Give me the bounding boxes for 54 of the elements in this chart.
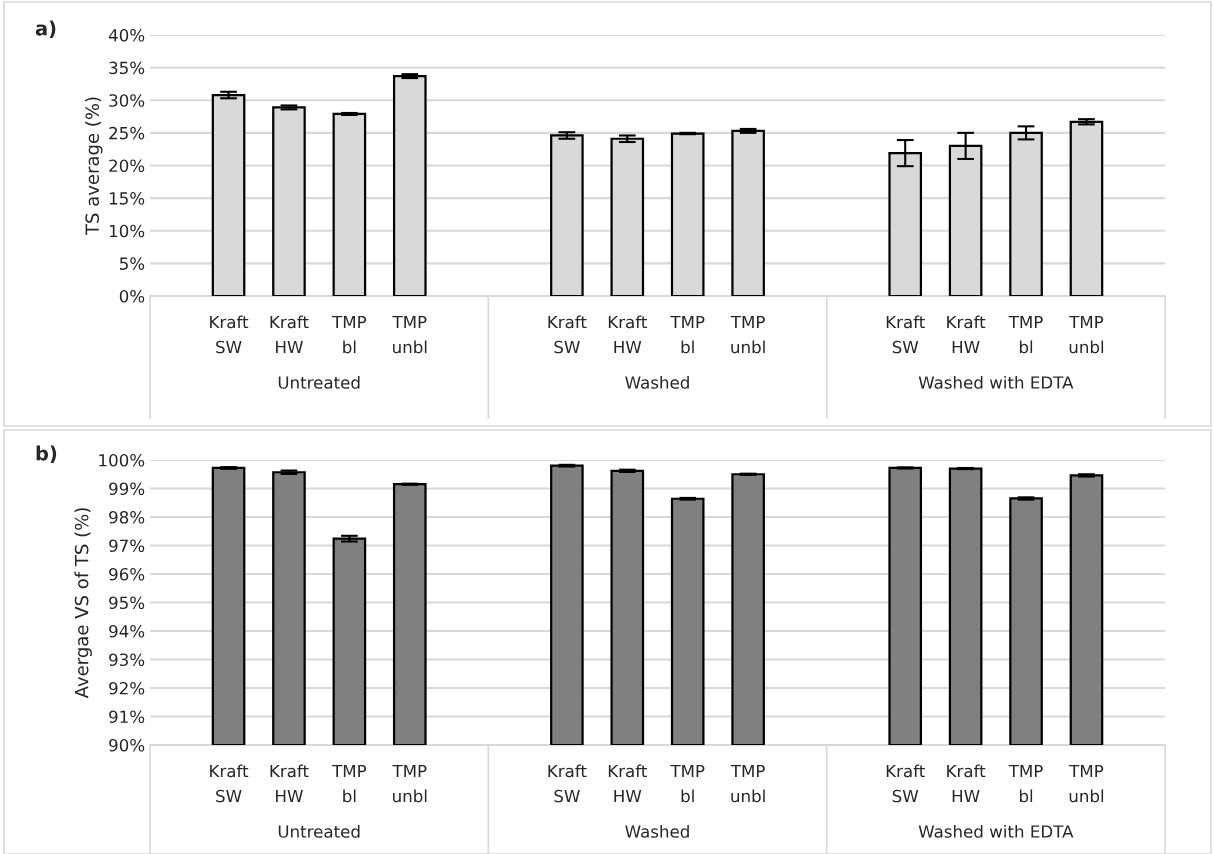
y-tick-label: 40% (108, 28, 145, 42)
text: Untreated (278, 375, 360, 389)
x-tick-label: Kraft SW (210, 315, 249, 354)
x-tick-label: TMP bl (1008, 764, 1043, 803)
y-tick-label: 95% (109, 596, 145, 610)
x-tick-label: Kraft HW (270, 315, 309, 354)
x-tick-label: Kraft HW (608, 764, 647, 803)
y-tick-label: 0% (119, 289, 145, 303)
x-tick-label: TMP bl (332, 315, 367, 354)
y-tick-label: 35% (109, 61, 145, 75)
x-tick-label: TMP unbl (392, 764, 427, 803)
y-axis-title: TS average (%) (85, 97, 103, 236)
x-tick-label: Kraft SW (548, 315, 587, 354)
y-tick-label: 25% (109, 126, 145, 140)
y-tick-label: 99% (109, 482, 145, 496)
y-tick-label: 5% (119, 257, 145, 270)
y-tick-label: 96% (109, 567, 145, 581)
chart-title: a) (35, 20, 56, 38)
x-tick-label: Kraft SW (210, 764, 249, 803)
chart-title: b) (36, 445, 57, 463)
x-tick-label: TMP unbl (1069, 764, 1104, 803)
x-tick-label: TMP bl (670, 764, 705, 803)
x-tick-label: TMP bl (1008, 315, 1043, 354)
y-tick-label: 10% (109, 224, 145, 238)
text: Untreated (278, 824, 360, 838)
y-tick-label: 100% (99, 453, 145, 467)
x-tick-label: Kraft SW (886, 315, 925, 354)
y-tick-label: 91% (109, 710, 145, 724)
y-tick-label: 93% (109, 653, 145, 667)
y-tick-label: 30% (109, 94, 145, 107)
y-tick-label: 98% (109, 510, 145, 524)
x-tick-label: Kraft SW (548, 764, 587, 803)
y-tick-label: 90% (109, 738, 145, 752)
x-tick-label: Kraft HW (947, 764, 986, 803)
x-tick-label: TMP bl (670, 315, 705, 354)
text: Washed (625, 375, 689, 389)
text: Washed with EDTA (918, 375, 1074, 389)
y-tick-label: 97% (109, 539, 145, 553)
x-tick-label: TMP unbl (730, 764, 765, 803)
y-tick-label: 92% (109, 681, 145, 695)
y-tick-label: 94% (109, 624, 145, 638)
x-tick-label: Kraft SW (886, 764, 925, 803)
x-tick-label: TMP unbl (392, 315, 427, 354)
x-tick-label: Kraft HW (608, 315, 647, 354)
x-tick-label: TMP unbl (730, 315, 765, 354)
x-tick-label: TMP unbl (1069, 315, 1104, 354)
y-axis-title: Avergae VS of TS (%) (74, 508, 92, 699)
y-tick-label: 15% (109, 192, 145, 205)
text: Washed (625, 824, 689, 838)
text: Washed with EDTA (918, 824, 1074, 838)
x-tick-label: TMP bl (332, 764, 367, 803)
x-tick-label: Kraft HW (270, 764, 309, 803)
x-tick-label: Kraft HW (947, 315, 986, 354)
y-tick-label: 20% (109, 159, 145, 173)
